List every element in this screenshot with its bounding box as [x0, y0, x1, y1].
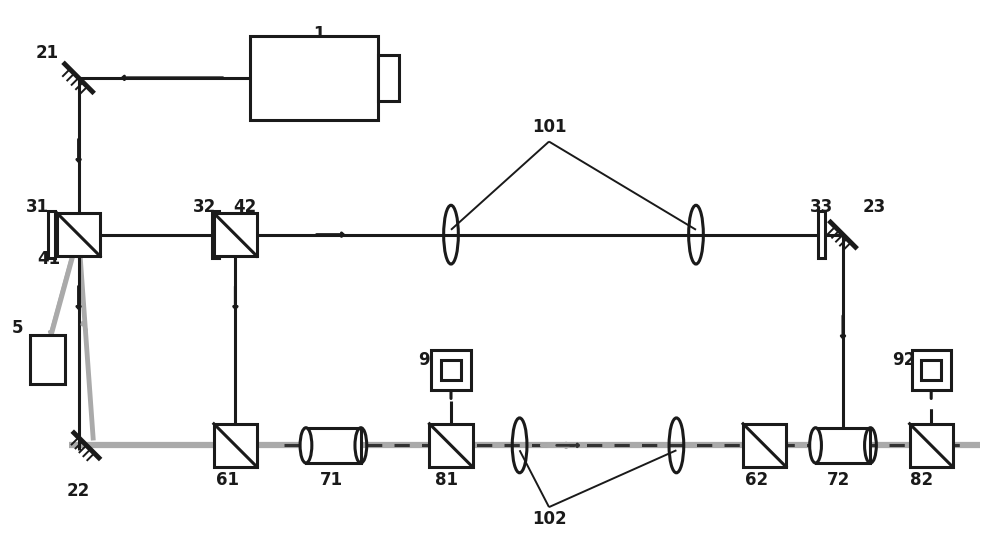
Bar	[250, 36, 378, 120]
Ellipse shape	[810, 428, 821, 463]
Text: 32: 32	[192, 198, 216, 216]
Bar	[378, 55, 399, 101]
Bar	[306, 428, 361, 463]
Text: 62: 62	[745, 470, 768, 489]
Text: 92: 92	[892, 351, 915, 369]
Bar	[743, 424, 786, 467]
Bar	[212, 211, 219, 258]
Bar	[48, 211, 55, 258]
Bar	[818, 211, 825, 258]
Text: 91: 91	[418, 351, 441, 369]
Bar	[816, 428, 870, 463]
Text: 1: 1	[313, 25, 324, 43]
Bar	[214, 213, 257, 256]
Text: 72: 72	[826, 470, 850, 489]
Bar	[912, 350, 951, 389]
Bar	[57, 213, 100, 256]
Text: 102: 102	[532, 510, 566, 528]
Text: 5: 5	[12, 319, 24, 337]
Text: 23: 23	[863, 198, 886, 216]
Bar	[921, 360, 941, 380]
Text: 101: 101	[532, 118, 566, 136]
Text: 71: 71	[320, 470, 343, 489]
Text: 41: 41	[38, 250, 61, 268]
Bar	[429, 424, 473, 467]
Bar	[441, 360, 461, 380]
Text: 31: 31	[26, 198, 49, 216]
Text: 21: 21	[36, 44, 59, 62]
Bar	[30, 335, 65, 383]
Bar	[910, 424, 953, 467]
Text: 61: 61	[216, 470, 239, 489]
Text: 42: 42	[234, 198, 257, 216]
Text: 81: 81	[435, 470, 458, 489]
Text: 22: 22	[67, 482, 90, 500]
Bar	[214, 424, 257, 467]
Text: 82: 82	[910, 470, 933, 489]
Bar	[431, 350, 471, 389]
Text: 33: 33	[810, 198, 833, 216]
Ellipse shape	[300, 428, 312, 463]
